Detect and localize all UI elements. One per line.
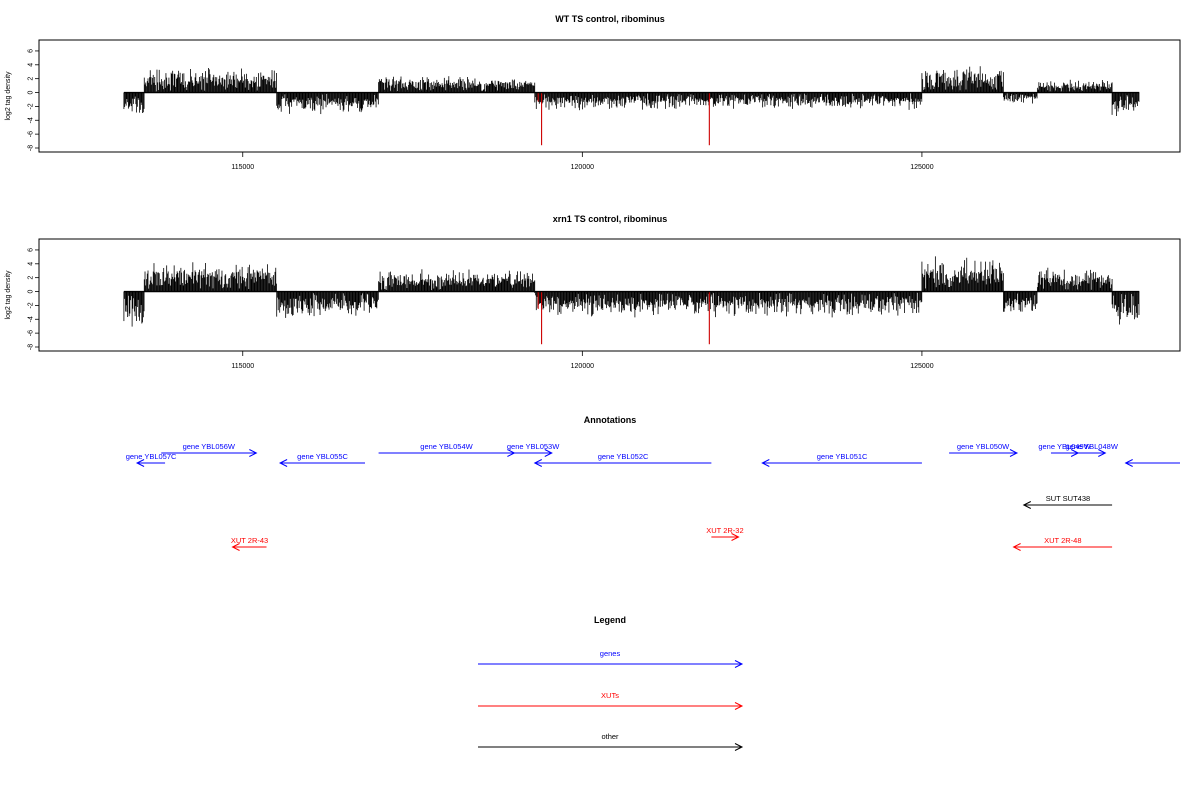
annotation-label: gene YBL051C [817, 452, 868, 461]
y-tick-label: 4 [28, 63, 35, 67]
annotation-gene-arrow [1078, 449, 1107, 457]
track-title-wt: WT TS control, ribominus [555, 14, 665, 24]
legend-arrow-other-head [734, 743, 744, 751]
annotation-xut-arrow [711, 533, 740, 541]
y-tick-label: -2 [28, 103, 35, 109]
y-tick-label: -8 [28, 344, 35, 350]
x-axis-xrn1: 115000 120000 125000 [231, 351, 934, 370]
annotations-title: Annotations [584, 415, 637, 425]
y-tick-label: 6 [28, 49, 35, 53]
annotation-items: gene YBL057C gene YBL056W gene YBL055C gene… [126, 442, 1180, 551]
annotation-label: gene YBL049W [1038, 442, 1091, 451]
highlight-bars-xrn1 [537, 291, 710, 345]
track-panel-xrn1: xrn1 TS control, ribominus log2 tag dens… [5, 214, 1181, 370]
legend-items: genes XUTs other [478, 649, 744, 751]
annotation-label: gene YBL054W [420, 442, 473, 451]
annotation-gene-arrow [514, 449, 553, 457]
track-panel-wt: WT TS control, ribominus log2 tag densit… [5, 14, 1181, 171]
annotation-other-arrow-head [1022, 501, 1032, 509]
legend-label: other [601, 732, 619, 741]
bars-wt [123, 66, 1140, 117]
annotation-label: SUT SUT438 [1046, 494, 1090, 503]
legend-arrow-XUTs-head [734, 702, 744, 710]
y-tick-label: 0 [28, 90, 35, 94]
annotation-gene-arrow-head [544, 449, 553, 457]
annotation-label: gene YBL052C [598, 452, 649, 461]
legend-label: genes [600, 649, 621, 658]
bars-xrn1 [123, 256, 1140, 327]
legend-arrow-XUTs [478, 702, 744, 710]
annotation-gene-arrow-head [1009, 449, 1019, 457]
annotation-gene-arrow [135, 459, 166, 467]
legend: Legend genes XUTs other [478, 615, 744, 751]
plot-frame-wt [38, 39, 1181, 153]
y-tick-label: 6 [28, 248, 35, 252]
annotation-gene-arrow [761, 459, 922, 467]
legend-arrow-other [478, 743, 744, 751]
plot-frame-xrn1 [38, 238, 1181, 352]
annotation-gene-arrow-head [1098, 449, 1107, 457]
y-tick-label: -6 [28, 330, 35, 336]
x-tick-label: 115000 [231, 363, 254, 370]
annotation-xut-arrow-head [231, 543, 240, 551]
annotation-gene-arrow-head [278, 459, 288, 467]
legend-arrow-genes [478, 660, 744, 668]
annotation-label: XUT 2R-48 [1044, 536, 1081, 545]
y-axis-xrn1: -8 -6 -4 -2 0 2 4 6 [28, 248, 39, 350]
annotation-gene-arrow-head [1124, 459, 1133, 467]
y-tick-label: 4 [28, 262, 35, 266]
y-tick-label: 2 [28, 276, 35, 280]
annotation-label: gene YBL050W [957, 442, 1010, 451]
x-tick-label: 120000 [571, 363, 594, 370]
annotation-label: gene YBL057C [126, 452, 177, 461]
annotation-label: XUT 2R-43 [231, 536, 268, 545]
y-tick-label: 0 [28, 289, 35, 293]
x-tick-label: 120000 [571, 164, 594, 171]
highlight-bars-wt [537, 92, 710, 146]
annotation-gene-arrow [1124, 459, 1180, 467]
legend-label: XUTs [601, 691, 619, 700]
annotation-gene-arrow-head [249, 449, 258, 457]
annotation-xut-arrow-head [1012, 543, 1021, 551]
annotation-gene-arrow-head [761, 459, 770, 467]
annotation-gene-arrow [161, 449, 258, 457]
annotation-label: gene YBL053W [507, 442, 560, 451]
y-axis-label-xrn1: log2 tag density [5, 270, 12, 320]
x-tick-label: 125000 [910, 363, 933, 370]
y-axis-wt: -8 -6 -4 -2 0 2 4 6 [28, 49, 39, 151]
y-tick-label: 2 [28, 77, 35, 81]
y-tick-label: -6 [28, 131, 35, 137]
y-tick-label: -4 [28, 117, 35, 123]
track-title-xrn1: xrn1 TS control, ribominus [553, 214, 668, 224]
annotation-gene-arrow-head [533, 459, 543, 467]
x-tick-label: 115000 [231, 164, 254, 171]
y-tick-label: -2 [28, 302, 35, 308]
y-tick-label: -8 [28, 145, 35, 151]
annotation-gene-arrow-head [135, 459, 145, 467]
annotation-gene-arrow [949, 449, 1019, 457]
annotation-xut-arrow [1012, 543, 1113, 551]
annotation-other-arrow [1022, 501, 1113, 509]
annotation-xut-arrow-head [731, 533, 740, 541]
annotation-gene-arrow [278, 459, 365, 467]
annotation-label: XUT 2R-32 [706, 526, 743, 535]
legend-arrow-genes-head [734, 660, 744, 668]
x-tick-label: 125000 [910, 164, 933, 171]
y-tick-label: -4 [28, 316, 35, 322]
annotation-label: gene YBL048W [1066, 442, 1119, 451]
annotation-gene-arrow [533, 459, 712, 467]
x-axis-wt: 115000 120000 125000 [231, 152, 934, 171]
legend-title: Legend [594, 615, 626, 625]
annotation-label: gene YBL056W [183, 442, 236, 451]
annotation-xut-arrow [231, 543, 267, 551]
annotation-label: gene YBL055C [297, 452, 348, 461]
y-axis-label-wt: log2 tag density [5, 71, 12, 121]
